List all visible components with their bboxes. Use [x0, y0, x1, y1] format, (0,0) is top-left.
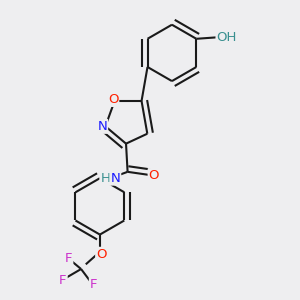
Text: O: O — [108, 93, 118, 106]
Text: F: F — [90, 278, 98, 291]
Text: F: F — [65, 252, 72, 265]
Text: O: O — [96, 248, 107, 261]
Text: H: H — [100, 172, 110, 184]
Text: N: N — [98, 120, 107, 133]
Text: F: F — [59, 274, 67, 287]
Text: O: O — [149, 169, 159, 182]
Text: N: N — [110, 172, 120, 184]
Text: OH: OH — [217, 31, 237, 44]
